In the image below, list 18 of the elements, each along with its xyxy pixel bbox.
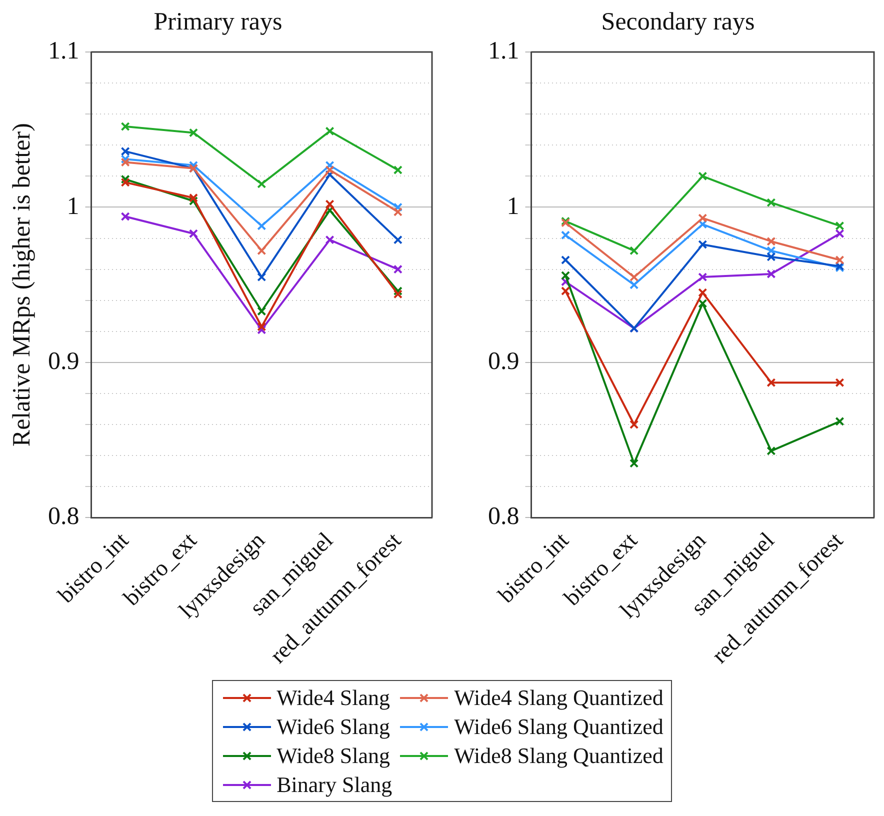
- legend-label: Wide8 Slang: [276, 742, 390, 770]
- y-tick-label: 1: [506, 192, 520, 220]
- y-axis-title: Relative MRps (higher is better): [8, 123, 36, 447]
- legend-label: Wide6 Slang: [276, 713, 390, 741]
- y-tick-label: 0.9: [48, 348, 80, 375]
- y-tick-label: 1.1: [48, 38, 80, 65]
- y-tick-label: 0.8: [488, 503, 520, 530]
- y-tick-label: 0.9: [488, 348, 520, 375]
- legend-label: Binary Slang: [276, 771, 392, 799]
- y-tick-label: 1.1: [488, 38, 520, 65]
- legend-label: Wide6 Slang Quantized: [454, 713, 664, 741]
- y-tick-label: 0.8: [48, 503, 80, 530]
- chart-title: Primary rays: [154, 8, 282, 36]
- chart-title: Secondary rays: [601, 8, 755, 36]
- y-tick-label: 1: [66, 192, 80, 220]
- legend-label: Wide4 Slang: [276, 684, 390, 712]
- legend-label: Wide4 Slang Quantized: [454, 684, 664, 712]
- legend-label: Wide8 Slang Quantized: [454, 742, 664, 770]
